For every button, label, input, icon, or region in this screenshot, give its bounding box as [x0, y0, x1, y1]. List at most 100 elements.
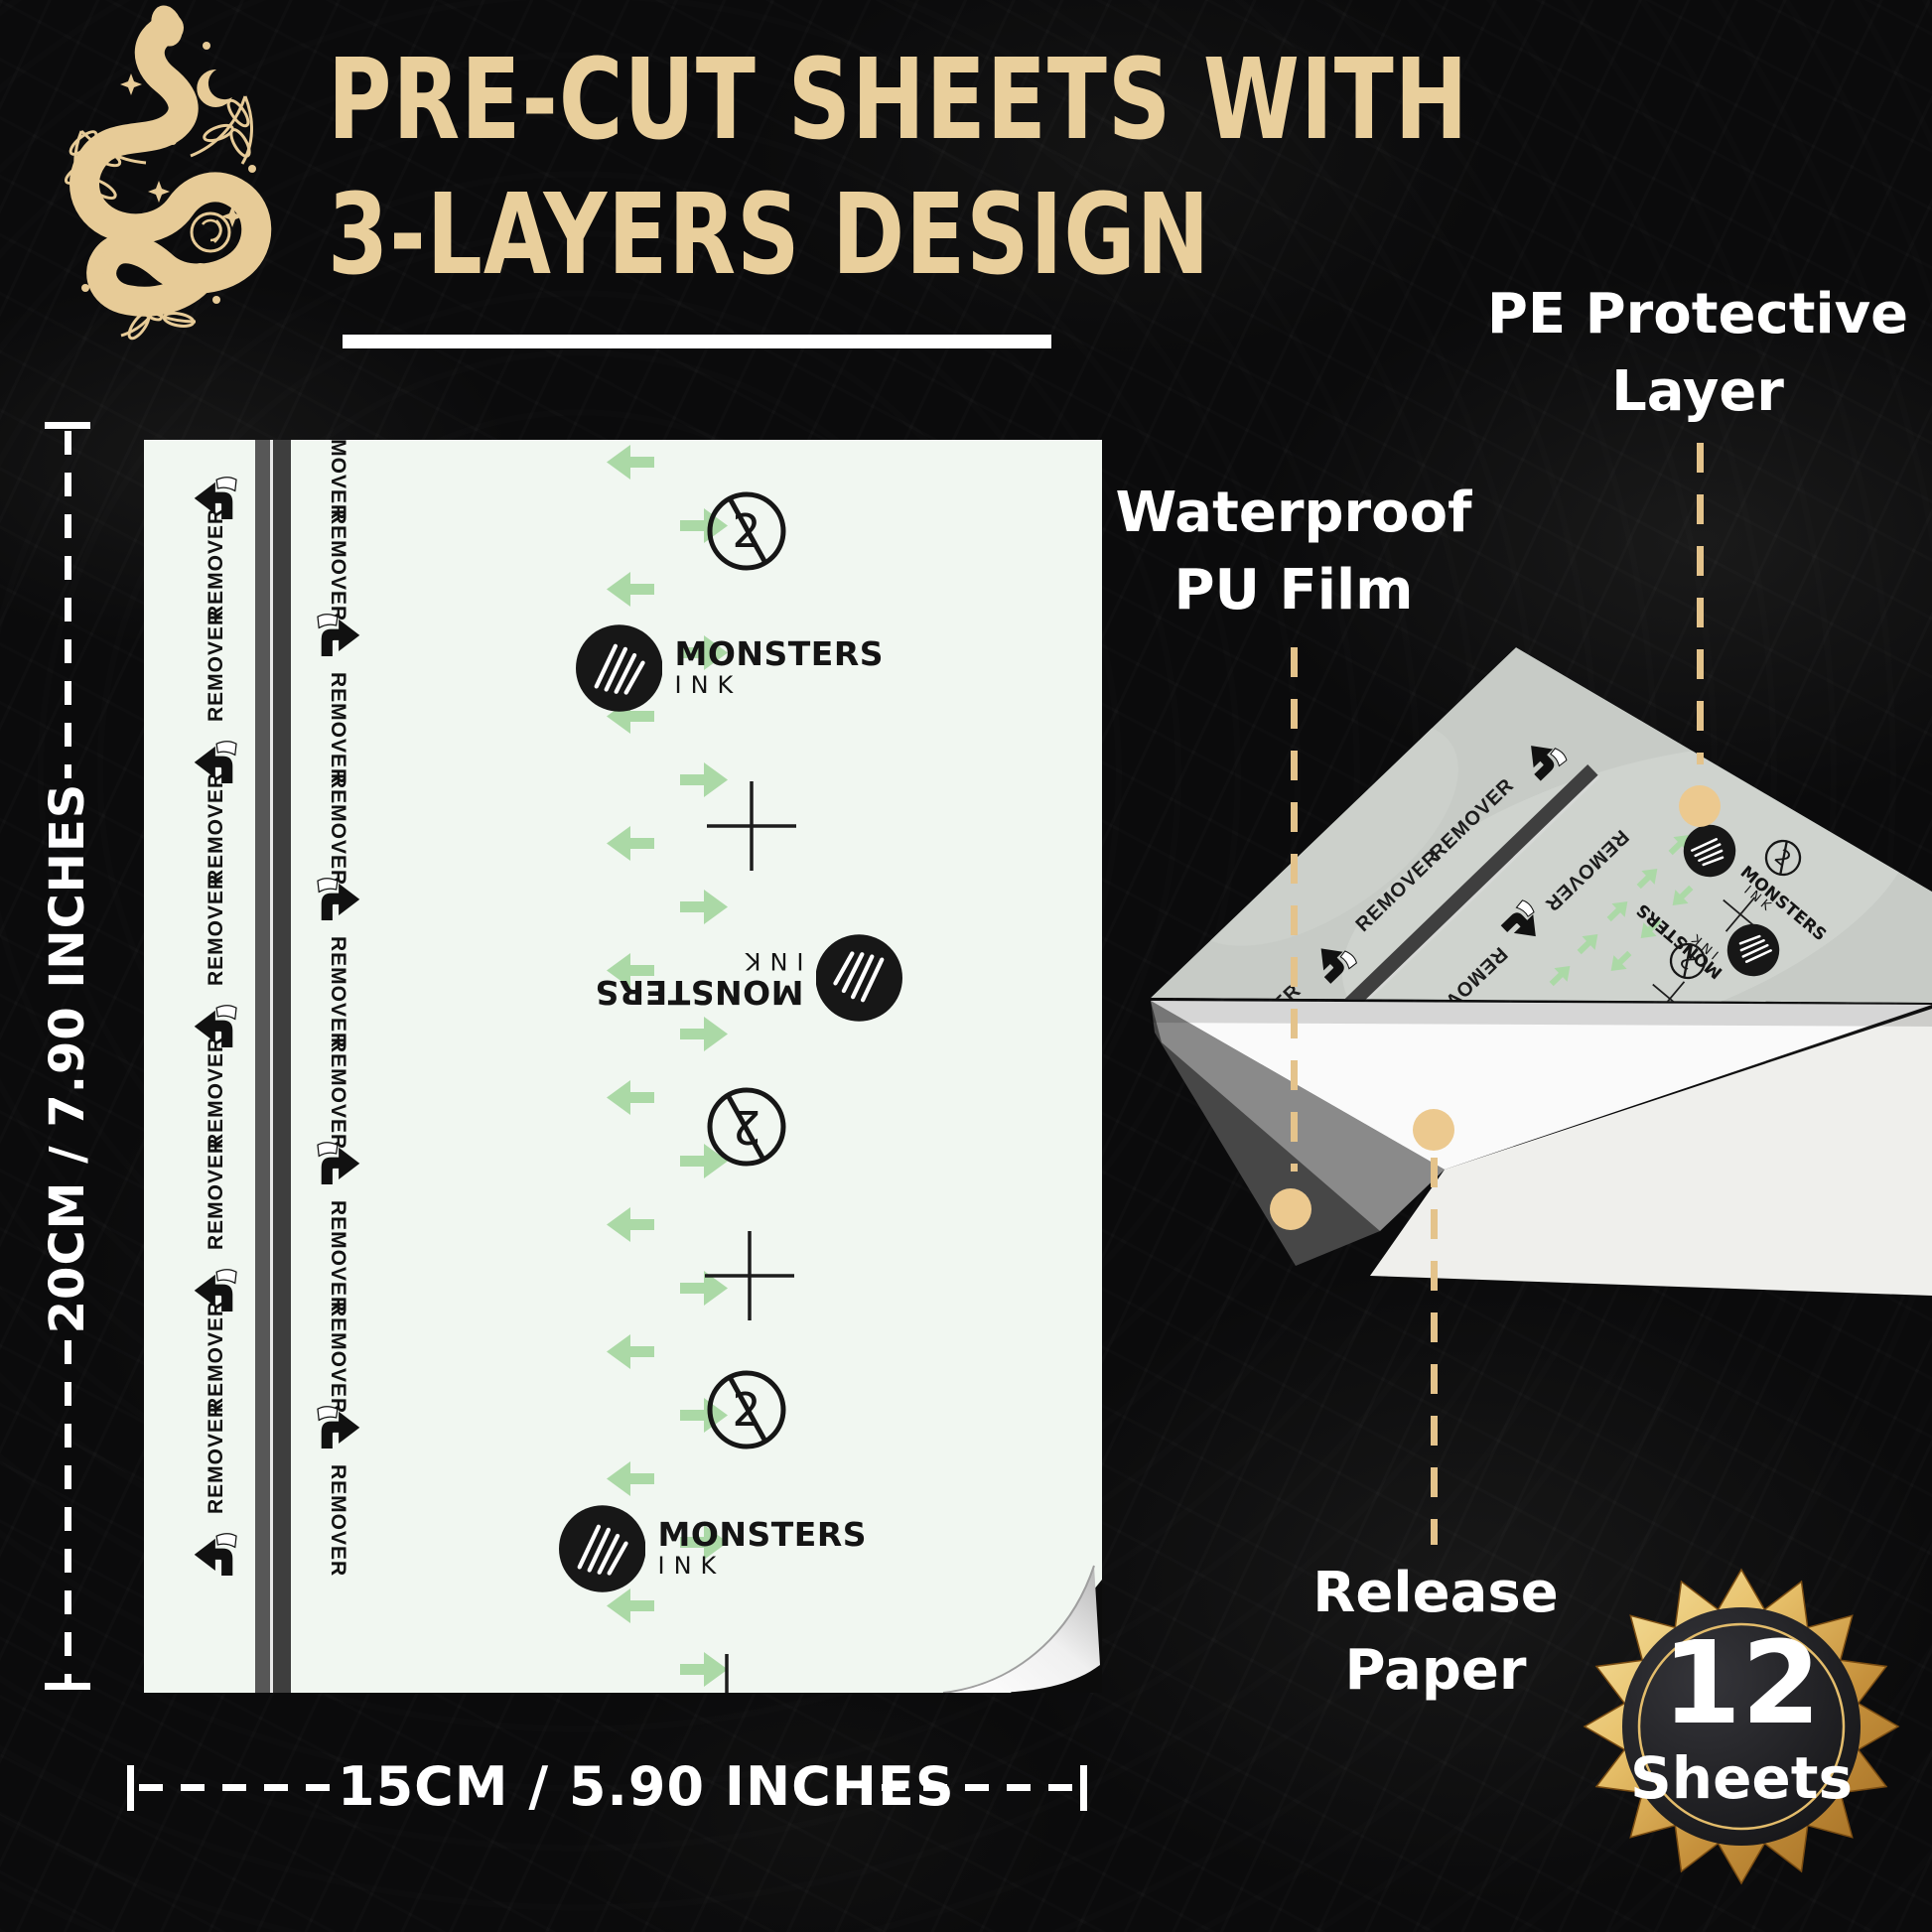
sparkle-stars	[81, 42, 256, 304]
brand-logo-inverted: MONSTERS INK	[595, 921, 902, 1035]
callout-release-dot	[1413, 1109, 1454, 1151]
title-line-2: 3-LAYERS DESIGN	[328, 169, 1211, 300]
transfer-arrow-icon	[607, 1333, 654, 1370]
remover-label: REMOVER	[327, 1200, 349, 1313]
no-reuse-icon: 2	[705, 1368, 788, 1451]
remover-label: REMOVER	[205, 609, 227, 722]
remover-label: REMOVER	[327, 936, 349, 1049]
callout-release-leader	[1431, 1158, 1438, 1545]
brand-name: MONSTERS	[657, 1514, 867, 1554]
callout-pu-dot	[1270, 1188, 1311, 1230]
width-dim-cap-right	[1080, 1765, 1087, 1811]
height-dim-cap-top	[45, 422, 90, 429]
height-dim-cap-bottom	[45, 1683, 90, 1690]
callout-release-line2: Paper	[1344, 1638, 1527, 1703]
claw-logo-icon	[576, 612, 662, 725]
no-reuse-icon-inverted: 2	[705, 1085, 788, 1169]
callout-pu-leader	[1291, 647, 1298, 1172]
brand-sub: INK	[674, 671, 743, 700]
brand-logo-text: MONSTERS INK	[595, 946, 804, 1013]
remover-label: REMOVER	[205, 1035, 227, 1149]
height-dim-dashes-top	[65, 431, 71, 778]
remover-label: REMOVER	[205, 1401, 227, 1514]
middle-sheet-layer	[1151, 1001, 1932, 1170]
svg-text:2: 2	[732, 504, 760, 558]
width-dim-label: 15CM / 5.90 INCHES	[338, 1755, 955, 1818]
title-line-1: PRE-CUT SHEETS WITH	[328, 34, 1469, 165]
claw-logo-icon	[559, 1492, 645, 1605]
sheet-count-badge: 12 Sheets	[1583, 1568, 1900, 1885]
brand-logo-text: MONSTERS INK	[657, 1514, 867, 1581]
brand-sub: INK	[736, 946, 804, 975]
transfer-arrow-icon	[607, 1079, 654, 1116]
snake-logo	[64, 5, 272, 341]
remover-label: REMOVER	[205, 771, 227, 885]
peel-arrow-icon	[310, 611, 366, 656]
callout-pe-label: PE Protective Layer	[1449, 276, 1932, 431]
tear-strip-divider	[270, 440, 273, 1693]
callout-pu-line2: PU Film	[1173, 558, 1414, 622]
brand-name: MONSTERS	[674, 633, 884, 673]
page-curl	[942, 1565, 1102, 1693]
svg-text:2: 2	[732, 1383, 760, 1437]
svg-text:2: 2	[732, 1100, 760, 1154]
callout-release-label: Release Paper	[1187, 1555, 1684, 1710]
remover-label: REMOVER	[327, 509, 349, 622]
remover-label: REMOVER	[327, 1464, 349, 1578]
width-dim-dashes-right	[882, 1784, 1078, 1791]
registration-plus-icon	[707, 781, 796, 871]
transfer-arrow-icon	[607, 444, 654, 481]
peel-arrow-icon	[310, 1403, 366, 1449]
transfer-sheet: REMOVER REMOVER REMOVER REMOVER REMOVER …	[144, 440, 1102, 1693]
width-dim-dashes-left	[139, 1784, 338, 1791]
pe-printed-sheet: REMOVER REMOVER REMOVER REMOVER REMOVER …	[1151, 647, 1932, 1003]
brand-logo: MONSTERS INK	[559, 1492, 867, 1605]
remover-column-left: REMOVER REMOVER REMOVER REMOVER REMOVER …	[169, 440, 263, 1693]
tear-strip	[255, 440, 291, 1693]
registration-plus-icon	[705, 1231, 794, 1320]
top-sheet-shadow	[1151, 1001, 1932, 1027]
layer-stack-mockup: REMOVER REMOVER REMOVER REMOVER REMOVER …	[1151, 647, 1932, 1296]
remover-label: REMOVER	[327, 773, 349, 887]
height-dim-dashes-bottom	[65, 1340, 71, 1683]
tear-strip-light-band	[255, 440, 270, 1693]
callout-pe-line1: PE Protective	[1486, 282, 1909, 346]
remover-column-right: REMOVER REMOVER REMOVER REMOVER REMOVER …	[301, 440, 375, 1693]
peel-arrow-icon	[310, 875, 366, 920]
registration-plus-icon-clipped	[682, 1654, 771, 1693]
remover-label: REMOVER	[327, 1302, 349, 1415]
crescent-moon-icon	[197, 69, 232, 107]
page-title: PRE-CUT SHEETS WITH	[328, 34, 1468, 165]
remover-label: REMOVER	[327, 1037, 349, 1151]
badge-unit: Sheets	[1630, 1744, 1853, 1812]
release-paper-layer	[1370, 1009, 1932, 1296]
badge-count: 12	[1662, 1617, 1821, 1750]
peel-arrow-icon	[194, 1533, 237, 1576]
width-dim-cap-left	[127, 1765, 134, 1811]
brand-sub: INK	[657, 1552, 726, 1581]
callout-pe-dot	[1679, 785, 1721, 827]
brand-name: MONSTERS	[595, 973, 804, 1013]
callout-pe-line2: Layer	[1611, 359, 1784, 424]
page-title-line2-wrap: 3-LAYERS DESIGN	[328, 169, 1210, 300]
height-dim-label: 20CM / 7.90 INCHES	[40, 782, 95, 1334]
brand-logo-text: MONSTERS INK	[674, 633, 884, 700]
claw-logo-icon	[816, 921, 902, 1035]
transfer-arrow-icon	[680, 889, 728, 925]
callout-release-line1: Release	[1312, 1561, 1559, 1625]
callout-pe-leader	[1697, 443, 1704, 764]
transfer-arrow-icon	[607, 571, 654, 608]
pu-film-edge	[1151, 1001, 1445, 1231]
transfer-arrow-icon	[607, 1206, 654, 1243]
callout-pu-line1: Waterproof	[1115, 481, 1472, 545]
no-reuse-icon: 2	[705, 489, 788, 573]
remover-label: REMOVER	[205, 1300, 227, 1413]
remover-label: REMOVER	[205, 873, 227, 986]
brand-logo: MONSTERS INK	[576, 612, 884, 725]
peel-arrow-icon	[310, 1139, 366, 1184]
remover-label: REMOVER	[205, 507, 227, 621]
remover-label: REMOVER	[327, 672, 349, 785]
remover-label: REMOVER	[327, 440, 349, 521]
callout-pu-label: Waterproof PU Film	[1045, 475, 1542, 629]
